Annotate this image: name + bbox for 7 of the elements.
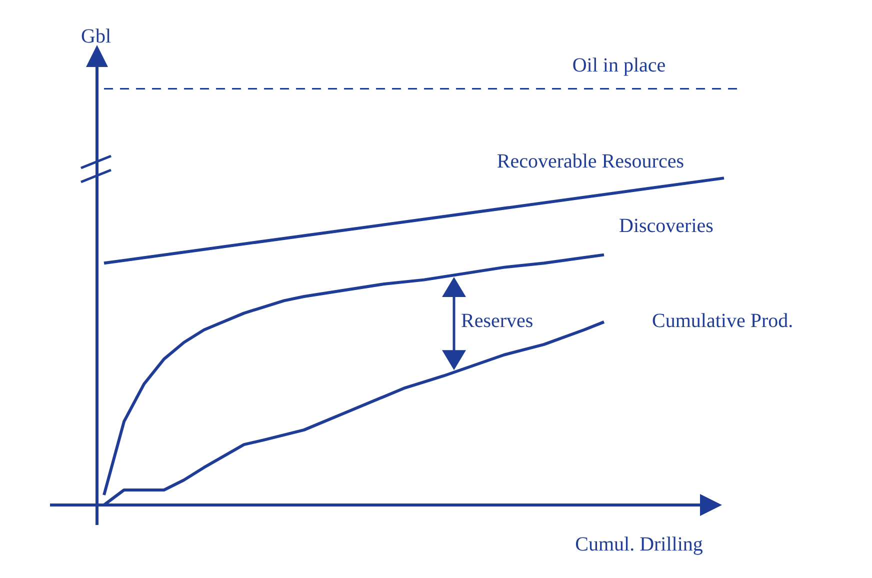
annotation: Reserves xyxy=(461,310,534,332)
y-axis-title: Gbl xyxy=(81,25,112,48)
series-label: Discoveries xyxy=(619,215,714,238)
text: Cumulative Prod. xyxy=(652,310,794,332)
series-label: Oil in place xyxy=(572,54,666,76)
series-label: Recoverable Resources xyxy=(496,150,684,172)
x-axis-title: Cumul. Drilling xyxy=(575,533,703,556)
